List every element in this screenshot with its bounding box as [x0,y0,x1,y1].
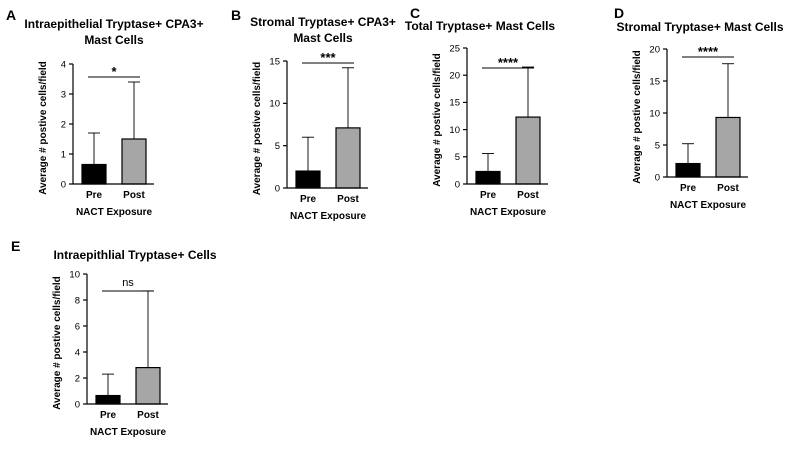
y-tick-label: 0 [455,179,460,190]
x-axis-label: NACT Exposure [76,207,153,218]
y-tick-label: 1 [61,149,66,160]
y-tick-label: 15 [449,98,460,109]
y-tick-label: 2 [61,119,66,130]
panel-letter: A [6,7,16,23]
y-tick-label: 15 [269,56,280,67]
y-tick-label: 10 [69,269,80,280]
y-tick-label: 8 [75,295,80,306]
y-tick-label: 0 [655,172,660,183]
x-category-label: Post [137,410,159,421]
y-tick-label: 5 [275,141,280,152]
y-tick-label: 20 [649,44,660,55]
panel-a: A Intraepithelial Tryptase+ CPA3+ Mast Cel… [6,7,204,218]
bar-pre [295,170,321,189]
x-axis-label: NACT Exposure [470,207,547,218]
bar-pre [675,162,701,178]
y-tick-label: 4 [75,347,80,358]
bar-post [515,116,541,185]
panel-letter: B [231,7,241,23]
x-category-label: Pre [680,183,697,194]
bar-post [121,138,147,185]
y-tick-label: 2 [75,373,80,384]
chart-title-line: Total Tryptase+ Mast Cells [405,19,555,33]
chart-title-line: Stromal Tryptase+ CPA3+ [250,15,396,29]
bar-post [135,367,161,405]
significance-label: **** [498,55,519,70]
chart-title-line: Mast Cells [293,31,353,45]
bar-post [715,116,741,178]
x-category-label: Post [717,183,739,194]
y-tick-label: 25 [449,43,460,54]
x-category-label: Pre [300,194,317,205]
bar-pre [475,170,501,185]
x-axis-label: NACT Exposure [90,427,167,438]
significance-label: ns [122,277,134,289]
y-axis-label: Average # postive cells/field [432,53,443,187]
chart-title-line: Stromal Tryptase+ Mast Cells [616,20,783,34]
y-tick-label: 0 [75,399,80,410]
significance-label: *** [320,50,336,65]
chart-title-line: Intraepithlial Tryptase+ Cells [53,248,216,262]
x-category-label: Pre [86,190,103,201]
y-tick-label: 0 [275,183,280,194]
y-tick-label: 20 [449,71,460,82]
y-tick-label: 3 [61,89,66,100]
y-tick-label: 5 [455,152,460,163]
x-category-label: Pre [480,190,497,201]
y-axis-label: Average # postive cells/field [52,276,63,410]
panel-letter: D [614,5,624,21]
chart-title-line: Intraepithelial Tryptase+ CPA3+ [24,17,203,31]
y-axis-label: Average # postive cells/field [38,61,49,195]
x-axis-label: NACT Exposure [670,200,747,211]
bar-pre [81,163,107,185]
panel-e: E Intraepithlial Tryptase+ Cells 0 2 4 6 8 10 Av… [11,238,217,438]
y-tick-label: 6 [75,321,80,332]
y-tick-label: 4 [61,59,66,70]
x-category-label: Post [337,194,359,205]
significance-label: * [111,64,117,79]
x-category-label: Post [517,190,539,201]
y-tick-label: 10 [649,108,660,119]
significance-label: **** [698,44,719,59]
y-tick-label: 10 [269,99,280,110]
y-tick-label: 10 [449,125,460,136]
y-axis-label: Average # postive cells/field [632,50,643,184]
panel-letter: E [11,238,20,254]
x-category-label: Pre [100,410,117,421]
y-tick-label: 15 [649,76,660,87]
x-category-label: Post [123,190,145,201]
y-axis-label: Average # postive cells/field [252,62,263,196]
y-tick-label: 5 [655,140,660,151]
panel-b: B Stromal Tryptase+ CPA3+ Mast Cells 0 5 10 15… [231,7,396,222]
y-tick-label: 0 [61,179,66,190]
bar-pre [95,394,121,405]
bar-post [335,127,361,189]
x-axis-label: NACT Exposure [290,211,367,222]
panel-letter: C [410,5,420,21]
chart-title-line: Mast Cells [84,33,144,47]
